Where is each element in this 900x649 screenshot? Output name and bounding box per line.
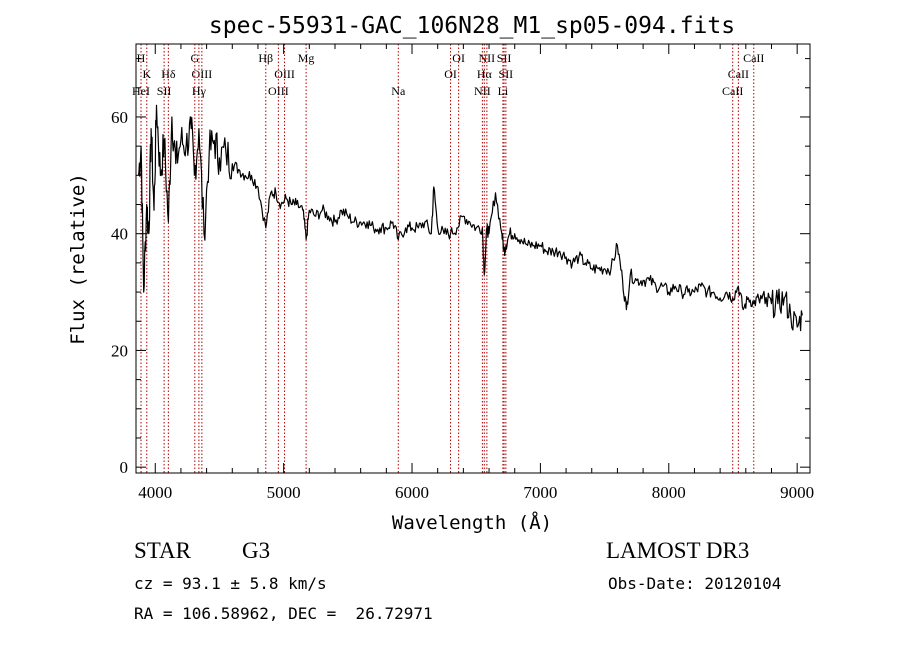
- marker-label: OI: [444, 67, 457, 81]
- marker-label: OI: [452, 51, 465, 65]
- y-tick-label: 40: [111, 225, 128, 244]
- y-tick-label: 20: [111, 341, 128, 360]
- marker-label: NII: [474, 84, 491, 98]
- coordinates: RA = 106.58962, DEC = 26.72971: [134, 604, 433, 623]
- x-tick-label: 4000: [138, 483, 172, 502]
- marker-label: G: [190, 51, 199, 65]
- marker-label: Li: [498, 84, 509, 98]
- marker-label: NII: [479, 51, 496, 65]
- marker-label: SII: [497, 51, 512, 65]
- x-tick-label: 5000: [267, 483, 301, 502]
- x-tick-label: 9000: [780, 483, 814, 502]
- marker-label: Hβ: [258, 51, 273, 65]
- plot-frame: [135, 43, 811, 474]
- y-axis: 0 20 40 60: [111, 58, 810, 477]
- marker-label: Hα: [477, 67, 493, 81]
- marker-label: SII: [499, 67, 514, 81]
- marker-label: K: [142, 67, 151, 81]
- object-subclass: G3: [242, 538, 271, 563]
- redshift-readout: cz = 93.1 ± 5.8 km/s: [134, 574, 327, 593]
- marker-label: OIII: [274, 67, 295, 81]
- y-axis-label: Flux (relative): [67, 173, 89, 345]
- x-axis-label: Wavelength (Å): [392, 511, 552, 534]
- marker-label: OIII: [192, 67, 213, 81]
- y-tick-label: 0: [120, 458, 129, 477]
- x-tick-label: 6000: [395, 483, 429, 502]
- marker-label: CaII: [743, 51, 764, 65]
- y-tick-label: 60: [111, 108, 128, 127]
- marker-label: HeI: [132, 84, 150, 98]
- object-class: STAR: [134, 538, 191, 563]
- observation-date: Obs-Date: 20120104: [608, 574, 782, 593]
- x-tick-label: 7000: [523, 483, 557, 502]
- marker-label: Hδ: [161, 67, 176, 81]
- marker-label: Hγ: [192, 84, 207, 98]
- marker-label: Mg: [298, 51, 315, 65]
- marker-label: OIII: [268, 84, 289, 98]
- marker-label: SII: [157, 84, 172, 98]
- spectrum-line: [138, 104, 803, 332]
- chart-title: spec-55931-GAC_106N28_M1_sp05-094.fits: [209, 13, 735, 39]
- marker-label: CaII: [728, 67, 749, 81]
- survey-name: LAMOST DR3: [606, 538, 750, 563]
- x-axis: 4000 5000 6000 7000 8000 9000: [138, 44, 814, 502]
- marker-label: Na: [391, 84, 406, 98]
- marker-label: CaII: [722, 84, 743, 98]
- x-tick-label: 8000: [652, 483, 686, 502]
